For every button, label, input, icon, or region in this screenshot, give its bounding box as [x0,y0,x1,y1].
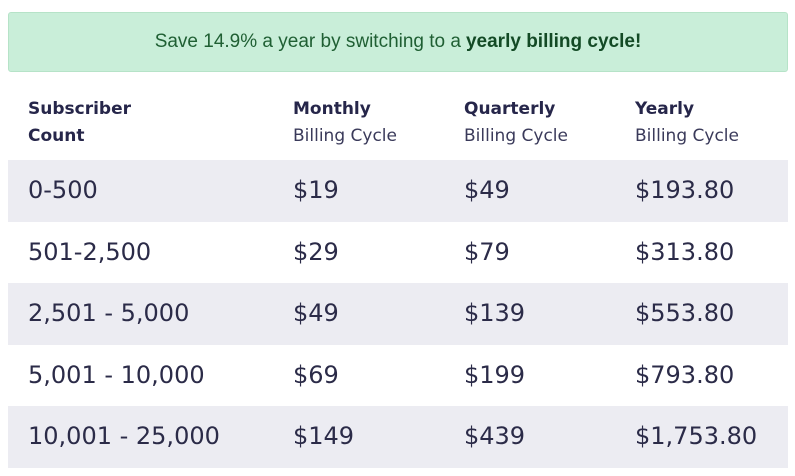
pricing-table: Subscriber Count Monthly Billing Cycle Q… [8,84,788,468]
table-row: 0-500 $19 $49 $193.80 [8,160,788,222]
cell-quarterly-price: $439 [464,422,526,450]
cell-subscriber-count: 5,001 - 10,000 [28,360,205,389]
cell-yearly-price: $313.80 [635,237,735,266]
cell-subscriber-count: 2,501 - 5,000 [28,299,190,327]
header-subtitle: Billing Cycle [464,126,568,146]
header-title: Quarterly [464,99,556,119]
cell-quarterly-price: $49 [464,176,510,204]
header-title: Subscriber [28,99,132,119]
table-row: 10,001 - 25,000 $149 $439 $1,753.80 [8,406,788,468]
header-title: Monthly [293,99,371,119]
header-subtitle: Billing Cycle [635,126,739,146]
header-subtitle: Count [28,126,85,146]
header-subtitle: Billing Cycle [293,126,397,146]
header-subscriber-count: Subscriber Count [28,96,131,150]
savings-banner: Save 14.9% a year by switching to a year… [8,12,788,72]
savings-banner-text: Save 14.9% a year by switching to a [154,31,461,52]
table-row: 501-2,500 $29 $79 $313.80 [8,222,788,284]
cell-quarterly-price: $79 [464,237,510,266]
savings-banner-emphasis: yearly billing cycle! [465,31,642,52]
cell-quarterly-price: $199 [464,360,526,389]
cell-subscriber-count: 501-2,500 [28,237,152,266]
table-row: 5,001 - 10,000 $69 $199 $793.80 [8,345,788,407]
cell-yearly-price: $1,753.80 [635,422,758,450]
header-title: Yearly [635,99,695,119]
cell-subscriber-count: 10,001 - 25,000 [28,422,220,450]
cell-subscriber-count: 0-500 [28,176,98,204]
cell-monthly-price: $49 [293,299,339,327]
cell-monthly-price: $29 [293,237,339,266]
cell-quarterly-price: $139 [464,299,526,327]
cell-yearly-price: $793.80 [635,360,735,389]
cell-monthly-price: $69 [293,360,339,389]
header-yearly: Yearly Billing Cycle [635,96,739,150]
cell-yearly-price: $553.80 [635,299,735,327]
table-header-row: Subscriber Count Monthly Billing Cycle Q… [8,84,788,160]
cell-monthly-price: $149 [293,422,355,450]
cell-monthly-price: $19 [293,176,339,204]
cell-yearly-price: $193.80 [635,176,735,204]
header-monthly: Monthly Billing Cycle [293,96,397,150]
header-quarterly: Quarterly Billing Cycle [464,96,568,150]
table-row: 2,501 - 5,000 $49 $139 $553.80 [8,283,788,345]
